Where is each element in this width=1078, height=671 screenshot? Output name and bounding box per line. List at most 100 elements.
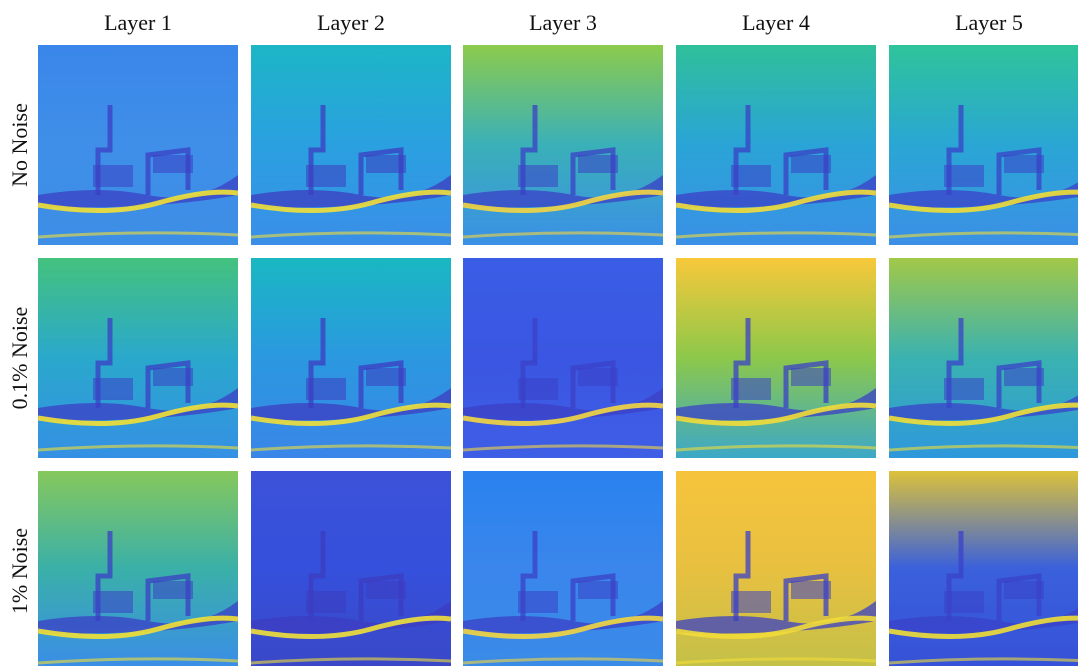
boat-cabin: [944, 165, 984, 187]
boat-hull: [889, 395, 1078, 421]
feature-map: [676, 471, 876, 666]
feature-map: [251, 45, 451, 245]
boat-hull: [889, 182, 1078, 208]
boat-cabin: [153, 155, 193, 173]
map-background: [38, 45, 238, 245]
boat-cabin: [1004, 155, 1044, 173]
boat-hull: [463, 388, 663, 421]
map-background: [251, 45, 451, 245]
boat-cabin: [791, 368, 831, 386]
boat-hull: [676, 601, 876, 634]
boat-hull: [463, 175, 663, 208]
boat-cabin: [93, 378, 133, 400]
feature-map: [251, 258, 451, 458]
boat-cabin: [731, 591, 771, 613]
waterline: [676, 615, 876, 639]
waterline: [889, 189, 1078, 213]
boat-cabin: [153, 368, 193, 386]
column-header: Layer 1: [104, 10, 172, 35]
map-background: [676, 258, 876, 458]
boat-cabin: [518, 378, 558, 400]
boat-hull: [676, 175, 876, 208]
column-header: Layer 2: [317, 10, 385, 35]
boat-hull: [38, 175, 238, 208]
feature-map: [676, 45, 876, 245]
boat-cabin: [791, 581, 831, 599]
reflection: [251, 657, 451, 665]
waterline: [463, 615, 663, 639]
boat-cabin: [366, 581, 406, 599]
reflection: [463, 231, 663, 239]
reflection: [676, 231, 876, 239]
column-header: Layer 4: [742, 10, 810, 35]
waterline: [38, 615, 238, 639]
boat-cabin: [791, 155, 831, 173]
reflection: [38, 657, 238, 665]
boat-hull: [251, 388, 451, 421]
boat-cabin: [731, 165, 771, 187]
boat-cabin: [1004, 581, 1044, 599]
boat-cabin: [306, 378, 346, 400]
boat-hull: [251, 175, 451, 208]
waterline: [889, 615, 1078, 639]
boat-cabin: [93, 165, 133, 187]
waterline: [251, 615, 451, 639]
feature-map: [38, 258, 238, 458]
boat-cabin: [366, 155, 406, 173]
waterline: [463, 402, 663, 426]
boat-cabin: [153, 581, 193, 599]
boat-cabin: [578, 155, 618, 173]
feature-map: [463, 258, 663, 458]
reflection: [889, 231, 1078, 239]
boat-hull: [38, 388, 238, 421]
map-background: [676, 45, 876, 245]
reflection: [676, 444, 876, 452]
column-header: Layer 5: [955, 10, 1023, 35]
boat-cabin: [518, 591, 558, 613]
map-background: [889, 258, 1078, 458]
feature-map: [38, 471, 238, 666]
waterline: [38, 189, 238, 213]
boat-cabin: [731, 378, 771, 400]
reflection: [38, 231, 238, 239]
row-label: No Noise: [7, 103, 32, 187]
row-label: 0.1% Noise: [7, 307, 32, 410]
reflection: [463, 657, 663, 665]
waterline: [676, 189, 876, 213]
waterline: [251, 189, 451, 213]
boat-cabin: [578, 581, 618, 599]
boat-cabin: [366, 368, 406, 386]
reflection: [38, 444, 238, 452]
map-background: [463, 258, 663, 458]
boat-cabin: [944, 591, 984, 613]
reflection: [251, 444, 451, 452]
reflection: [889, 657, 1078, 665]
boat-hull: [463, 601, 663, 634]
waterline: [889, 402, 1078, 426]
boat-cabin: [93, 591, 133, 613]
boat-hull: [251, 601, 451, 634]
feature-map: [889, 45, 1078, 245]
column-header: Layer 3: [529, 10, 597, 35]
feature-map: [463, 45, 663, 245]
map-background: [463, 45, 663, 245]
feature-map: [676, 258, 876, 458]
reflection: [251, 231, 451, 239]
waterline: [676, 402, 876, 426]
feature-map: [251, 471, 451, 666]
map-background: [251, 258, 451, 458]
boat-cabin: [518, 165, 558, 187]
boat-cabin: [306, 591, 346, 613]
map-background: [889, 45, 1078, 245]
reflection: [463, 444, 663, 452]
boat-cabin: [1004, 368, 1044, 386]
boat-cabin: [578, 368, 618, 386]
boat-hull: [38, 601, 238, 634]
reflection: [676, 657, 876, 665]
feature-map: [889, 258, 1078, 458]
waterline: [251, 402, 451, 426]
feature-map: [889, 471, 1078, 666]
feature-map: [38, 45, 238, 245]
waterline: [463, 189, 663, 213]
